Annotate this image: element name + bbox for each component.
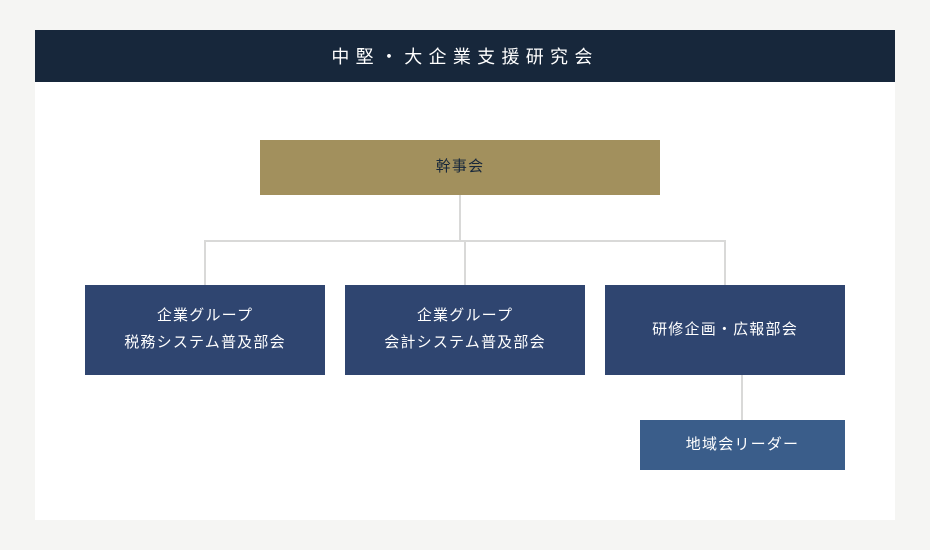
node-label-line1: 企業グループ bbox=[417, 303, 513, 330]
connector-line bbox=[464, 240, 466, 285]
chart-header: 中堅・大企業支援研究会 bbox=[35, 30, 895, 82]
node-child-accounting: 企業グループ 会計システム普及部会 bbox=[345, 285, 585, 375]
connector-line bbox=[459, 195, 461, 240]
connector-line bbox=[724, 240, 726, 285]
node-label: 研修企画・広報部会 bbox=[652, 317, 798, 344]
connector-line bbox=[741, 375, 743, 420]
node-child-tax: 企業グループ 税務システム普及部会 bbox=[85, 285, 325, 375]
node-label-line1: 企業グループ bbox=[157, 303, 253, 330]
node-label: 幹事会 bbox=[436, 154, 485, 181]
org-chart-container: 中堅・大企業支援研究会 幹事会 企業グループ 税務システム普及部会 企業グループ… bbox=[35, 30, 895, 520]
node-label: 地域会リーダー bbox=[686, 432, 799, 459]
node-label-line2: 税務システム普及部会 bbox=[124, 330, 286, 357]
node-child-training: 研修企画・広報部会 bbox=[605, 285, 845, 375]
node-label-line2: 会計システム普及部会 bbox=[384, 330, 546, 357]
node-grandchild-regional: 地域会リーダー bbox=[640, 420, 845, 470]
connector-line bbox=[204, 240, 206, 285]
node-root: 幹事会 bbox=[260, 140, 660, 195]
